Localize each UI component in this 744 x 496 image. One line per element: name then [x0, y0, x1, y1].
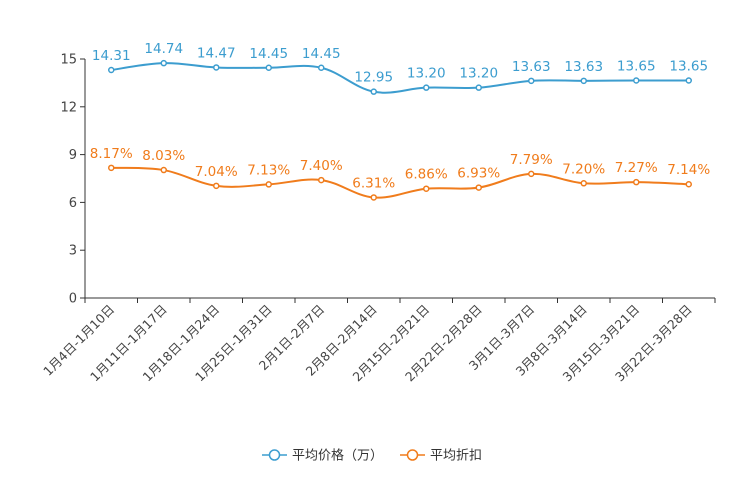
- data-point[interactable]: [318, 176, 325, 184]
- data-point[interactable]: [633, 77, 640, 84]
- series-2: 8.17% 8.03% 7.04% 7.13% 7.40% 6.31% 6.86% 6.93%…: [90, 146, 710, 201]
- y-tick-label: 0: [69, 292, 77, 307]
- data-point[interactable]: [160, 166, 167, 174]
- x-axis: 1月4日-1月10日1月11日-1月17日1月18日-1月24日1月25日-1月…: [40, 297, 716, 384]
- data-label: 13.65: [617, 59, 656, 75]
- data-label: 6.93%: [457, 166, 500, 182]
- data-label: 14.74: [144, 41, 183, 57]
- data-label: 13.63: [512, 59, 551, 75]
- data-label: 13.63: [564, 59, 603, 75]
- data-point[interactable]: [370, 88, 377, 95]
- y-tick-label: 9: [69, 148, 77, 163]
- data-label: 7.27%: [615, 160, 658, 176]
- data-label: 7.20%: [562, 161, 605, 177]
- data-point[interactable]: [423, 185, 430, 192]
- data-label: 14.31: [92, 48, 131, 64]
- legend[interactable]: 平均价格（万） 平均折扣: [262, 448, 482, 464]
- data-point[interactable]: [685, 180, 692, 188]
- data-point[interactable]: [633, 178, 640, 186]
- data-label: 13.20: [459, 66, 498, 82]
- data-label: 7.04%: [195, 164, 238, 180]
- data-point[interactable]: [580, 180, 587, 187]
- y-tick-label: 15: [60, 53, 77, 68]
- data-label: 13.20: [407, 66, 446, 82]
- legend-item-1[interactable]: 平均价格（万）: [262, 448, 383, 464]
- legend-marker-icon: [406, 449, 419, 461]
- data-point[interactable]: [580, 77, 587, 85]
- data-point[interactable]: [528, 170, 535, 178]
- data-label: 7.79%: [510, 152, 553, 168]
- data-label: 12.95: [354, 70, 393, 86]
- data-point[interactable]: [475, 184, 482, 191]
- data-point[interactable]: [213, 182, 220, 190]
- data-point[interactable]: [265, 181, 272, 188]
- data-point[interactable]: [528, 77, 535, 85]
- series-line: [111, 166, 689, 199]
- data-label: 13.65: [669, 59, 708, 75]
- data-label: 14.47: [197, 45, 236, 61]
- series-line: [111, 62, 689, 94]
- data-point[interactable]: [423, 84, 430, 91]
- data-label: 14.45: [302, 46, 341, 62]
- plot-area: 14.31 14.74 14.47 14.45 14.45 12.95 13.20 13.20…: [90, 41, 710, 201]
- data-label: 6.31%: [352, 175, 395, 191]
- legend-marker-icon: [268, 449, 281, 461]
- data-point[interactable]: [108, 164, 115, 172]
- data-label: 8.17%: [90, 146, 133, 162]
- data-point[interactable]: [213, 64, 220, 71]
- data-label: 14.45: [249, 46, 288, 62]
- legend-label: 平均折扣: [430, 449, 482, 464]
- data-point[interactable]: [265, 64, 272, 72]
- data-point[interactable]: [370, 194, 377, 201]
- data-point[interactable]: [685, 77, 692, 84]
- y-tick-label: 6: [69, 196, 77, 211]
- data-label: 7.13%: [247, 162, 290, 178]
- data-point[interactable]: [475, 84, 482, 91]
- data-label: 7.40%: [300, 158, 343, 174]
- legend-item-2[interactable]: 平均折扣: [400, 449, 482, 464]
- data-label: 8.03%: [142, 148, 185, 164]
- data-label: 7.14%: [667, 162, 710, 178]
- data-point[interactable]: [160, 59, 167, 67]
- data-point[interactable]: [108, 66, 115, 74]
- legend-label: 平均价格（万）: [292, 448, 383, 464]
- data-label: 6.86%: [405, 167, 448, 183]
- series-1: 14.31 14.74 14.47 14.45 14.45 12.95 13.20 13.20…: [92, 41, 708, 95]
- y-axis: 0 3 6 9 12 15: [60, 53, 86, 307]
- y-tick-label: 12: [60, 100, 77, 115]
- y-tick-label: 3: [69, 244, 77, 259]
- data-point[interactable]: [318, 64, 325, 72]
